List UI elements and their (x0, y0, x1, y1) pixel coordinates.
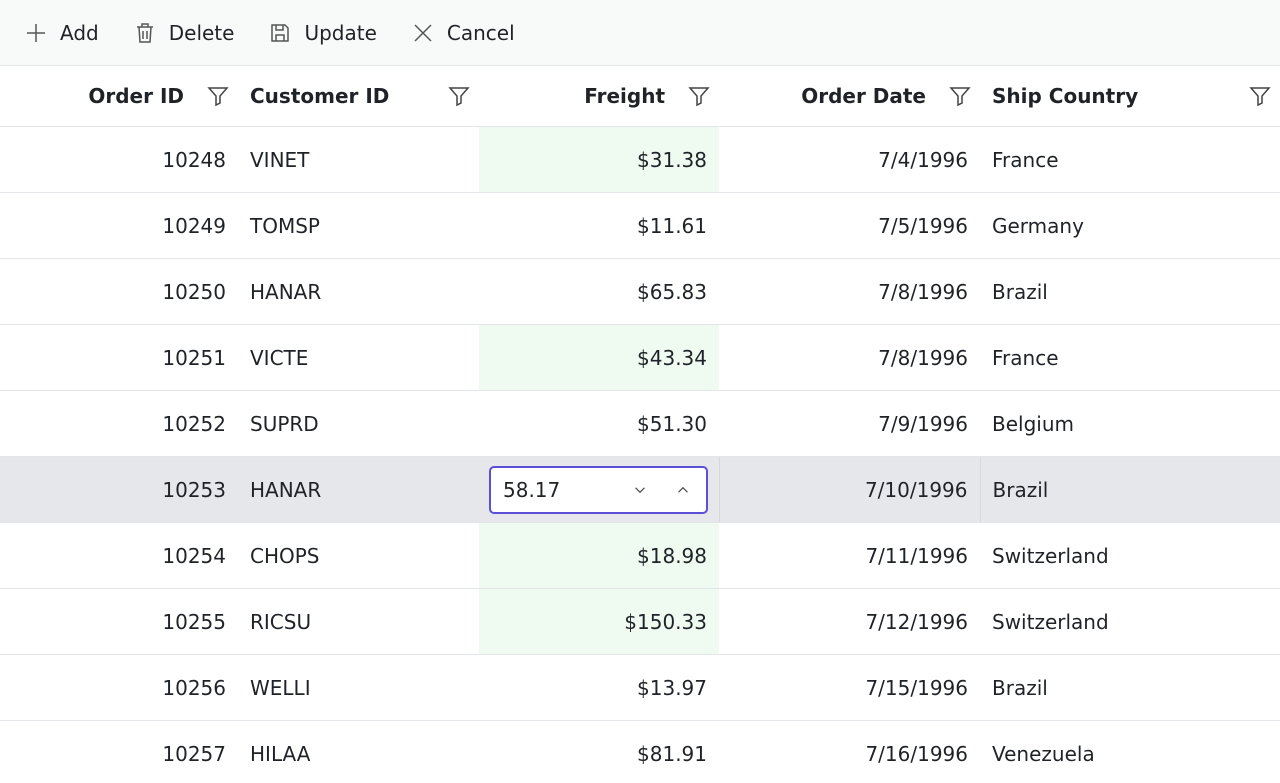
cell: HILAA (238, 720, 479, 783)
cell: 10250 (0, 258, 238, 325)
label: Cancel (446, 20, 515, 45)
label: Add (60, 20, 99, 45)
delete-button[interactable]: Delete (133, 20, 235, 45)
filter-icon[interactable] (206, 84, 230, 108)
add-button[interactable]: Add (24, 21, 99, 45)
label: Delete (168, 20, 235, 45)
cell: 7/9/1996 (719, 390, 980, 457)
cell: HANAR (238, 456, 479, 523)
cell: VINET (238, 126, 479, 193)
cell: $11.61 (479, 192, 719, 259)
grid-row[interactable]: 10256 WELLI $13.97 7/15/1996 Brazil (0, 654, 1280, 721)
cell: Germany (980, 192, 1280, 259)
grid-row[interactable]: 10253 HANAR 58.17 7/10/1996 Brazil (0, 456, 1280, 523)
cell: 7/4/1996 (719, 126, 980, 193)
cell: 10257 (0, 720, 238, 783)
cell: TOMSP (238, 192, 479, 259)
cell: $43.34 (479, 324, 719, 391)
cell: WELLI (238, 654, 479, 721)
cell: 10254 (0, 522, 238, 589)
grid-body: 10248 VINET $31.38 7/4/1996 France 10249 TOMSP… (0, 126, 1280, 783)
cell: RICSU (238, 588, 479, 655)
cell: $31.38 (479, 126, 719, 193)
header-content: Freight (491, 84, 711, 108)
cell: $150.33 (479, 588, 719, 655)
header-text: Order Date (801, 84, 926, 108)
cell: $51.30 (479, 390, 719, 457)
column-header[interactable]: Order Date (719, 66, 980, 127)
spin-down[interactable] (631, 481, 649, 499)
cell: France (980, 126, 1280, 193)
cell: France (980, 324, 1280, 391)
cell: Venezuela (980, 720, 1280, 783)
cell: Switzerland (980, 522, 1280, 589)
update-button[interactable]: Update (268, 20, 377, 45)
column-header[interactable]: Customer ID (238, 66, 479, 127)
cell: 7/16/1996 (719, 720, 980, 783)
header-content: Order Date (731, 84, 972, 108)
cell: 10253 (0, 456, 238, 523)
grid-row[interactable]: 10249 TOMSP $11.61 7/5/1996 Germany (0, 192, 1280, 259)
cell: 10255 (0, 588, 238, 655)
grid-row[interactable]: 10252 SUPRD $51.30 7/9/1996 Belgium (0, 390, 1280, 457)
cell: Belgium (980, 390, 1280, 457)
edit-cell: 58.17 (479, 456, 720, 523)
grid: Order ID Customer ID Freight Order Date Ship… (0, 66, 1280, 783)
header-content: Customer ID (250, 84, 471, 108)
cell: Brazil (980, 258, 1280, 325)
label: Update (304, 20, 377, 45)
grid-row[interactable]: 10248 VINET $31.38 7/4/1996 France (0, 126, 1280, 193)
toolbar: Add Delete Update Cancel (0, 0, 1280, 66)
input-value: 58.17 (503, 477, 561, 502)
grid-row[interactable]: 10255 RICSU $150.33 7/12/1996 Switzerland (0, 588, 1280, 655)
cell: 7/8/1996 (719, 258, 980, 325)
cell: 10256 (0, 654, 238, 721)
cell: 7/10/1996 (719, 456, 981, 523)
filter-icon[interactable] (687, 84, 711, 108)
header-content: Ship Country (992, 84, 1272, 108)
grid-row[interactable]: 10257 HILAA $81.91 7/16/1996 Venezuela (0, 720, 1280, 783)
cell: $81.91 (479, 720, 719, 783)
cell: Switzerland (980, 588, 1280, 655)
cell: 7/8/1996 (719, 324, 980, 391)
column-header[interactable]: Order ID (0, 66, 238, 127)
cell: HANAR (238, 258, 479, 325)
filter-icon[interactable] (447, 84, 471, 108)
column-header[interactable]: Ship Country (980, 66, 1280, 127)
filter-icon[interactable] (1248, 84, 1272, 108)
cell: SUPRD (238, 390, 479, 457)
header-text: Freight (584, 84, 665, 108)
header-text: Customer ID (250, 84, 390, 108)
cell: 10251 (0, 324, 238, 391)
cell: CHOPS (238, 522, 479, 589)
cancel-button[interactable]: Cancel (411, 21, 515, 45)
cell: $18.98 (479, 522, 719, 589)
cell: 10249 (0, 192, 238, 259)
cell: 10252 (0, 390, 238, 457)
cell: 7/15/1996 (719, 654, 980, 721)
cell: Brazil (980, 654, 1280, 721)
cell: 7/5/1996 (719, 192, 980, 259)
column-header[interactable]: Freight (479, 66, 719, 127)
header-text: Ship Country (992, 84, 1139, 108)
cell: VICTE (238, 324, 479, 391)
header-text: Order ID (88, 84, 184, 108)
grid-row[interactable]: 10254 CHOPS $18.98 7/11/1996 Switzerland (0, 522, 1280, 589)
filter-icon[interactable] (948, 84, 972, 108)
header-row: Order ID Customer ID Freight Order Date Ship… (0, 66, 1280, 127)
cell: $65.83 (479, 258, 719, 325)
grid-row[interactable]: 10251 VICTE $43.34 7/8/1996 France (0, 324, 1280, 391)
header-content: Order ID (12, 84, 230, 108)
cell: Brazil (980, 456, 1280, 523)
spin-up[interactable] (674, 481, 692, 499)
cell: 7/12/1996 (719, 588, 980, 655)
grid-row[interactable]: 10250 HANAR $65.83 7/8/1996 Brazil (0, 258, 1280, 325)
cell: 7/11/1996 (719, 522, 980, 589)
numeric-input[interactable]: 58.17 (489, 465, 708, 514)
cell: 10248 (0, 126, 238, 193)
cell: $13.97 (479, 654, 719, 721)
